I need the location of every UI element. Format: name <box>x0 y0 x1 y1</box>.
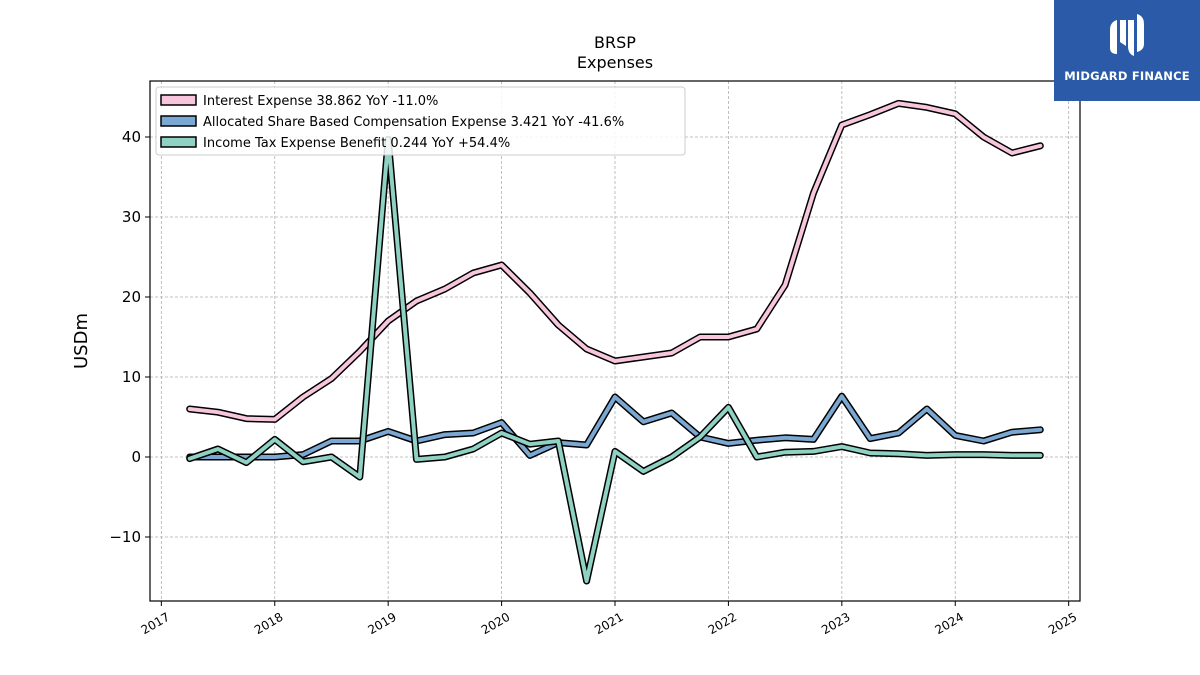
chart-subtitle: Expenses <box>577 53 653 72</box>
chart-title: BRSP <box>594 33 636 52</box>
x-tick-label: 2025 <box>1046 610 1079 637</box>
x-tick-label: 2019 <box>365 610 398 637</box>
series-2 <box>186 135 1044 585</box>
y-axis-label: USDm <box>71 313 92 369</box>
legend-swatch <box>160 94 197 106</box>
legend-box <box>155 86 686 156</box>
legend-label: Income Tax Expense Benefit 0.244 YoY +54… <box>203 136 510 151</box>
legend-label: Allocated Share Based Compensation Expen… <box>203 115 624 130</box>
midgard-logo-icon <box>1110 14 1144 56</box>
y-tick-label: 0 <box>131 448 141 466</box>
legend: Interest Expense 38.862 YoY -11.0% Alloca… <box>155 86 686 156</box>
series-1 <box>186 392 1044 461</box>
x-tick-label: 2020 <box>479 610 512 637</box>
grid <box>150 81 1080 601</box>
legend-swatch <box>160 136 197 148</box>
x-tick-label: 2022 <box>706 610 739 637</box>
legend-swatch <box>160 115 197 127</box>
y-tick-label: 30 <box>122 208 141 226</box>
x-tick-label: 2023 <box>819 610 852 637</box>
series-line <box>187 137 1043 583</box>
x-tick-label: 2017 <box>139 610 172 637</box>
brand-name: MIDGARD FINANCE <box>1064 69 1190 83</box>
brand-logo: MIDGARD FINANCE <box>1054 0 1200 101</box>
y-tick-label: −10 <box>109 528 141 546</box>
series-line <box>187 101 1043 422</box>
y-tick-label: 40 <box>122 128 141 146</box>
x-tick-label: 2021 <box>592 610 625 637</box>
legend-label: Interest Expense 38.862 YoY -11.0% <box>203 94 438 109</box>
series-0 <box>186 99 1044 423</box>
y-tick-label: 20 <box>122 288 141 306</box>
x-tick-label: 2018 <box>252 610 285 637</box>
y-tick-label: 10 <box>122 368 141 386</box>
series-lines <box>186 99 1044 585</box>
series-line <box>187 394 1043 459</box>
x-tick-label: 2024 <box>933 610 966 637</box>
